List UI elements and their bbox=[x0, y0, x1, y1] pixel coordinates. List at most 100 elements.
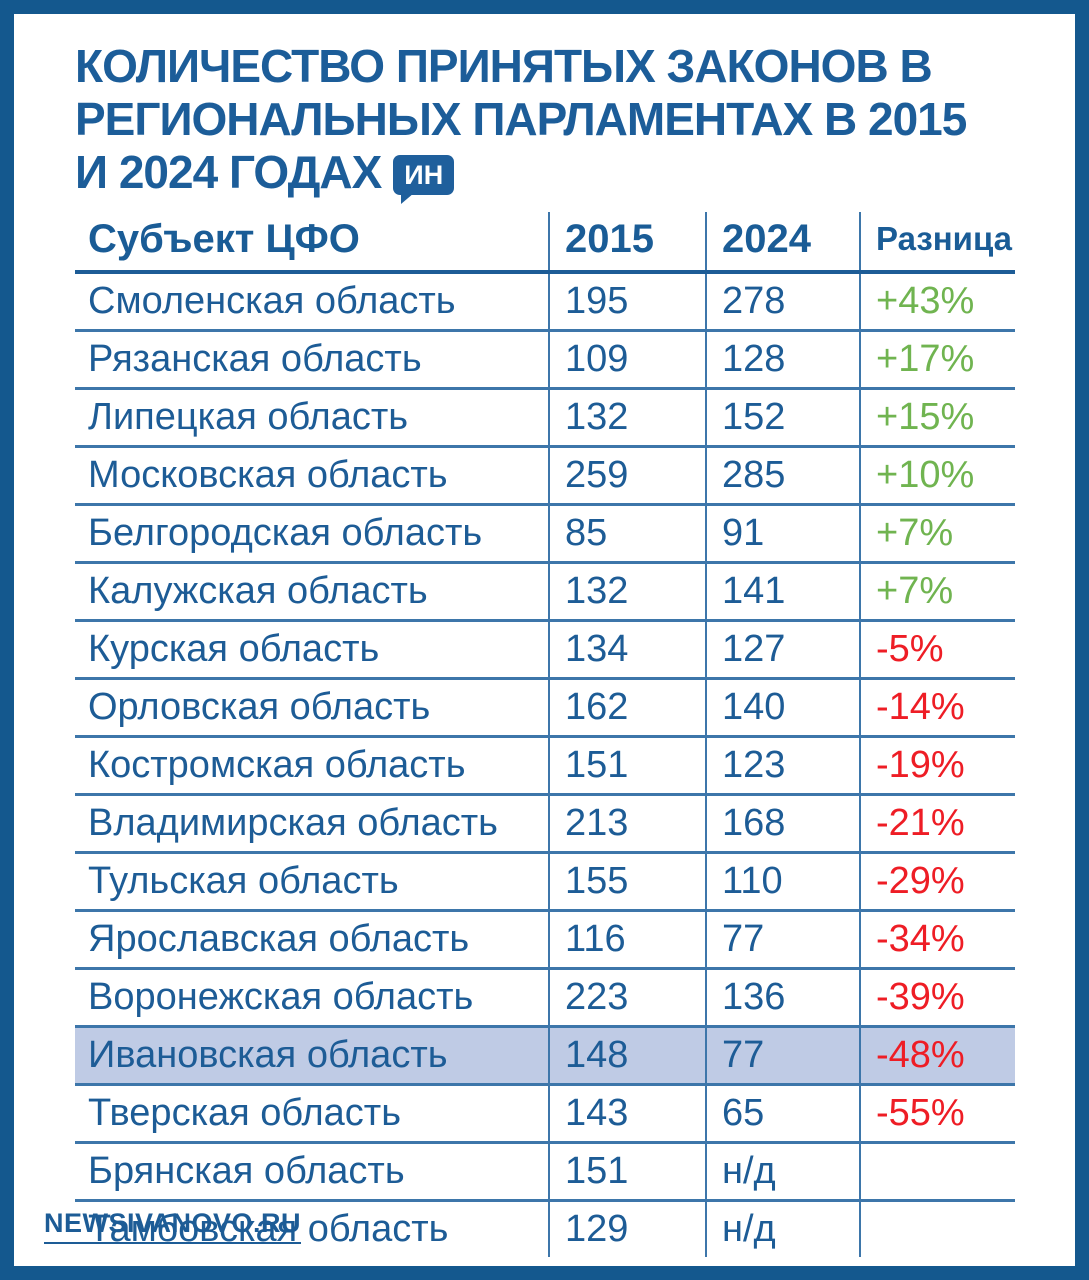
table-row: Костромская область 151 123 -19% bbox=[75, 736, 1015, 796]
footer-site-link[interactable]: NEWSIVANOVO.RU bbox=[44, 1208, 302, 1244]
diff-cell: -55% bbox=[859, 1084, 1015, 1144]
table-row: Тамбовская область 129 н/д bbox=[75, 1200, 1015, 1257]
region-cell: Тульская область bbox=[75, 852, 549, 912]
table-row: Белгородская область 85 91 +7% bbox=[75, 504, 1015, 564]
value-2015-cell: 151 bbox=[548, 736, 706, 796]
region-cell: Рязанская область bbox=[75, 330, 549, 390]
value-2024-cell: н/д bbox=[705, 1200, 860, 1257]
value-2024-cell: 77 bbox=[705, 1026, 860, 1086]
value-2015-cell: 143 bbox=[548, 1084, 706, 1144]
diff-cell: -14% bbox=[859, 678, 1015, 738]
value-2024-cell: 110 bbox=[705, 852, 860, 912]
table-row: Ивановская область 148 77 -48% bbox=[75, 1026, 1015, 1086]
in-speech-bubble-badge: ИН bbox=[393, 155, 455, 204]
table-row: Калужская область 132 141 +7% bbox=[75, 562, 1015, 622]
table-row: Воронежская область 223 136 -39% bbox=[75, 968, 1015, 1028]
value-2015-cell: 134 bbox=[548, 620, 706, 680]
table-row: Владимирская область 213 168 -21% bbox=[75, 794, 1015, 854]
diff-cell: -5% bbox=[859, 620, 1015, 680]
value-2024-cell: 65 bbox=[705, 1084, 860, 1144]
diff-cell: +10% bbox=[859, 446, 1015, 506]
region-cell: Смоленская область bbox=[75, 272, 549, 332]
diff-cell: +15% bbox=[859, 388, 1015, 448]
diff-cell bbox=[859, 1142, 1015, 1202]
diff-cell: +17% bbox=[859, 330, 1015, 390]
value-2024-cell: 168 bbox=[705, 794, 860, 854]
column-header-2024: 2024 bbox=[705, 212, 860, 274]
value-2015-cell: 213 bbox=[548, 794, 706, 854]
table-row: Курская область 134 127 -5% bbox=[75, 620, 1015, 680]
column-header-diff: Разница bbox=[859, 212, 1015, 274]
value-2024-cell: 123 bbox=[705, 736, 860, 796]
region-cell: Владимирская область bbox=[75, 794, 549, 854]
value-2024-cell: 141 bbox=[705, 562, 860, 622]
diff-cell: -34% bbox=[859, 910, 1015, 970]
column-header-2015: 2015 bbox=[548, 212, 706, 274]
speech-bubble-tail-icon bbox=[401, 193, 415, 204]
value-2015-cell: 148 bbox=[548, 1026, 706, 1086]
value-2015-cell: 116 bbox=[548, 910, 706, 970]
badge-label: ИН bbox=[404, 160, 444, 190]
value-2015-cell: 223 bbox=[548, 968, 706, 1028]
diff-cell: -19% bbox=[859, 736, 1015, 796]
value-2024-cell: 278 bbox=[705, 272, 860, 332]
diff-cell: -21% bbox=[859, 794, 1015, 854]
diff-cell: +7% bbox=[859, 504, 1015, 564]
value-2024-cell: 127 bbox=[705, 620, 860, 680]
value-2015-cell: 162 bbox=[548, 678, 706, 738]
table-header-row: Субъект ЦФО 2015 2024 Разница bbox=[75, 212, 1015, 274]
region-cell: Ивановская область bbox=[75, 1026, 549, 1086]
table-row: Смоленская область 195 278 +43% bbox=[75, 272, 1015, 332]
region-cell: Курская область bbox=[75, 620, 549, 680]
region-cell: Тверская область bbox=[75, 1084, 549, 1144]
table-row: Московская область 259 285 +10% bbox=[75, 446, 1015, 506]
region-cell: Орловская область bbox=[75, 678, 549, 738]
value-2024-cell: 285 bbox=[705, 446, 860, 506]
value-2024-cell: 140 bbox=[705, 678, 860, 738]
table-row: Липецкая область 132 152 +15% bbox=[75, 388, 1015, 448]
value-2024-cell: 136 bbox=[705, 968, 860, 1028]
diff-cell: +43% bbox=[859, 272, 1015, 332]
table-row: Брянская область 151 н/д bbox=[75, 1142, 1015, 1202]
region-cell: Брянская область bbox=[75, 1142, 549, 1202]
table-row: Тверская область 143 65 -55% bbox=[75, 1084, 1015, 1144]
page-title: КОЛИЧЕСТВО ПРИНЯТЫХ ЗАКОНОВ В РЕГИОНАЛЬН… bbox=[75, 40, 1075, 204]
title-line-3-text: И 2024 ГОДАХ bbox=[75, 146, 382, 198]
table-row: Рязанская область 109 128 +17% bbox=[75, 330, 1015, 390]
diff-cell: -48% bbox=[859, 1026, 1015, 1086]
value-2024-cell: н/д bbox=[705, 1142, 860, 1202]
value-2024-cell: 152 bbox=[705, 388, 860, 448]
value-2015-cell: 85 bbox=[548, 504, 706, 564]
laws-table: Субъект ЦФО 2015 2024 Разница Смоленская… bbox=[75, 212, 1015, 1257]
column-header-region: Субъект ЦФО bbox=[75, 212, 549, 274]
table-body: Смоленская область 195 278 +43% Рязанская об… bbox=[75, 272, 1015, 1257]
diff-cell bbox=[859, 1200, 1015, 1257]
region-cell: Московская область bbox=[75, 446, 549, 506]
value-2024-cell: 128 bbox=[705, 330, 860, 390]
table-row: Орловская область 162 140 -14% bbox=[75, 678, 1015, 738]
title-line-2: РЕГИОНАЛЬНЫХ ПАРЛАМЕНТАХ В 2015 bbox=[75, 93, 967, 145]
region-cell: Липецкая область bbox=[75, 388, 549, 448]
region-cell: Воронежская область bbox=[75, 968, 549, 1028]
table-row: Ярославская область 116 77 -34% bbox=[75, 910, 1015, 970]
region-cell: Белгородская область bbox=[75, 504, 549, 564]
diff-cell: -29% bbox=[859, 852, 1015, 912]
diff-cell: +7% bbox=[859, 562, 1015, 622]
value-2024-cell: 91 bbox=[705, 504, 860, 564]
region-cell: Костромская область bbox=[75, 736, 549, 796]
value-2015-cell: 129 bbox=[548, 1200, 706, 1257]
value-2015-cell: 151 bbox=[548, 1142, 706, 1202]
table-row: Тульская область 155 110 -29% bbox=[75, 852, 1015, 912]
value-2015-cell: 259 bbox=[548, 446, 706, 506]
value-2024-cell: 77 bbox=[705, 910, 860, 970]
region-cell: Ярославская область bbox=[75, 910, 549, 970]
title-line-3: И 2024 ГОДАХ ИН bbox=[75, 146, 1075, 204]
value-2015-cell: 155 bbox=[548, 852, 706, 912]
value-2015-cell: 132 bbox=[548, 388, 706, 448]
diff-cell: -39% bbox=[859, 968, 1015, 1028]
title-line-1: КОЛИЧЕСТВО ПРИНЯТЫХ ЗАКОНОВ В bbox=[75, 40, 933, 92]
value-2015-cell: 132 bbox=[548, 562, 706, 622]
value-2015-cell: 195 bbox=[548, 272, 706, 332]
region-cell: Калужская область bbox=[75, 562, 549, 622]
